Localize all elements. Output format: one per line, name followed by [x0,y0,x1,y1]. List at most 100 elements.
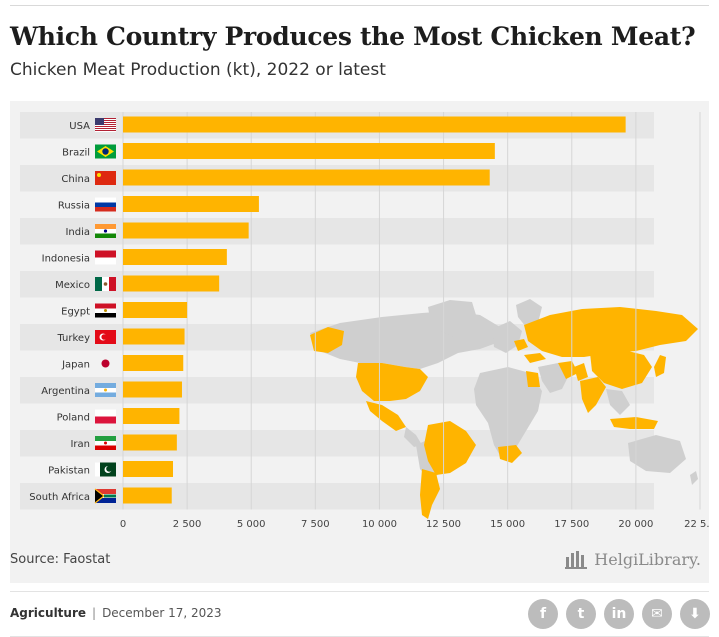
world-map [310,299,698,519]
category-label: Argentina [41,386,90,397]
map-india [580,377,606,413]
x-tick-label: 15 000 [490,519,525,530]
library-logo-icon [565,551,588,569]
footer-divider-top [10,591,709,592]
map-egypt [526,371,540,387]
bar-brazil [123,143,495,159]
india-flag-icon [95,224,116,238]
map-argentina [420,469,440,519]
category-label: Pakistan [48,466,90,477]
map-poland [514,339,528,351]
category-labels: USA Brazil China Russia India Indonesia Mexico… [29,121,90,503]
map-japan [654,355,666,377]
bar-usa [123,116,626,133]
bars [123,116,626,504]
category-link[interactable]: Agriculture [10,606,87,620]
x-tick-label: 20 000 [618,519,653,530]
map-scandinavia [516,299,542,327]
facebook-icon: f [539,606,547,622]
indonesia-flag-icon [95,250,116,265]
flags [94,118,116,504]
map-se-asia [606,389,630,415]
page-title: Which Country Produces the Most Chicken … [10,22,696,51]
map-alaska [310,327,344,353]
x-tick-label: 17 500 [554,519,589,530]
pakistan-flag-icon [95,462,116,477]
category-label: USA [69,121,90,132]
x-tick-label: 10 000 [362,519,397,530]
brand-name: HelgiLibrary. [594,549,701,569]
twitter-icon: t [577,606,585,622]
argentina-flag-icon [95,383,116,397]
publish-date: December 17, 2023 [102,606,222,620]
poland-flag-icon [95,409,116,424]
bar-turkey [123,328,185,345]
x-tick-label: 2 500 [173,519,202,530]
top-divider [10,5,709,6]
download-button[interactable]: ⬇ [680,599,710,629]
category-label: Mexico [55,280,90,291]
bar-chart: USA Brazil China Russia India Indonesia Mexico… [20,112,709,530]
twitter-share-button[interactable]: t [566,599,596,629]
page-subtitle: Chicken Meat Production (kt), 2022 or la… [10,60,386,80]
category-label: Indonesia [42,254,90,265]
map-central-america [404,427,422,447]
category-label: China [61,174,90,185]
bar-iran [123,434,177,451]
x-tick-label: 5 000 [237,519,266,530]
map-iran [558,361,578,379]
egypt-flag-icon [95,303,116,318]
linkedin-icon: in [611,606,627,622]
japan-flag-icon [95,356,116,371]
category-label: Poland [57,413,90,424]
bar-japan [123,355,184,371]
helgi-library-logo[interactable]: HelgiLibrary. [565,549,701,569]
bar-south-africa [123,487,172,504]
article-meta: Agriculture | December 17, 2023 [10,606,222,620]
russia-flag-icon [95,197,116,212]
map-south-africa [498,445,522,463]
facebook-share-button[interactable]: f [528,599,558,629]
x-tick-label: 12 500 [426,519,461,530]
mexico-flag-icon [95,277,116,291]
map-greenland [428,300,476,337]
map-indonesia [610,417,658,429]
chart-panel: USA Brazil China Russia India Indonesia Mexico… [10,101,709,583]
bar-indonesia [123,249,227,265]
bar-pakistan [123,461,174,477]
bar-mexico [123,275,220,292]
x-tick-label: 7 500 [301,519,330,530]
cloud-download-icon: ⬇ [689,606,701,622]
map-brazil [424,421,476,475]
south-africa-flag-icon [94,488,116,504]
x-tick-labels: 0 2 500 5 000 7 500 10 000 12 500 15 000 17 500… [120,519,709,530]
turkey-flag-icon [95,330,116,344]
bar-russia [123,196,259,212]
china-flag-icon [95,171,116,185]
category-label: South Africa [29,492,90,503]
linkedin-share-button[interactable]: in [604,599,634,629]
category-label: India [65,227,90,238]
meta-separator: | [92,606,97,620]
email-share-button[interactable]: ✉ [642,599,672,629]
map-mexico [366,401,406,431]
category-label: Iran [70,439,90,450]
category-label: Brazil [62,148,90,159]
bar-argentina [123,381,182,398]
map-australia [628,435,686,473]
x-tick-label: 22 5... [684,519,709,530]
email-icon: ✉ [651,606,663,622]
bar-india [123,222,249,239]
category-label: Japan [61,360,90,371]
usa-flag-icon [95,118,116,132]
source-note: Source: Faostat [10,552,111,567]
map-turkey [524,353,546,363]
map-usa [356,363,428,401]
brazil-flag-icon [95,144,116,159]
iran-flag-icon [95,436,116,450]
map-china [590,349,652,389]
bar-egypt [123,302,188,318]
category-label: Turkey [56,333,90,344]
map-new-zealand [690,471,698,485]
category-label: Russia [58,201,90,212]
